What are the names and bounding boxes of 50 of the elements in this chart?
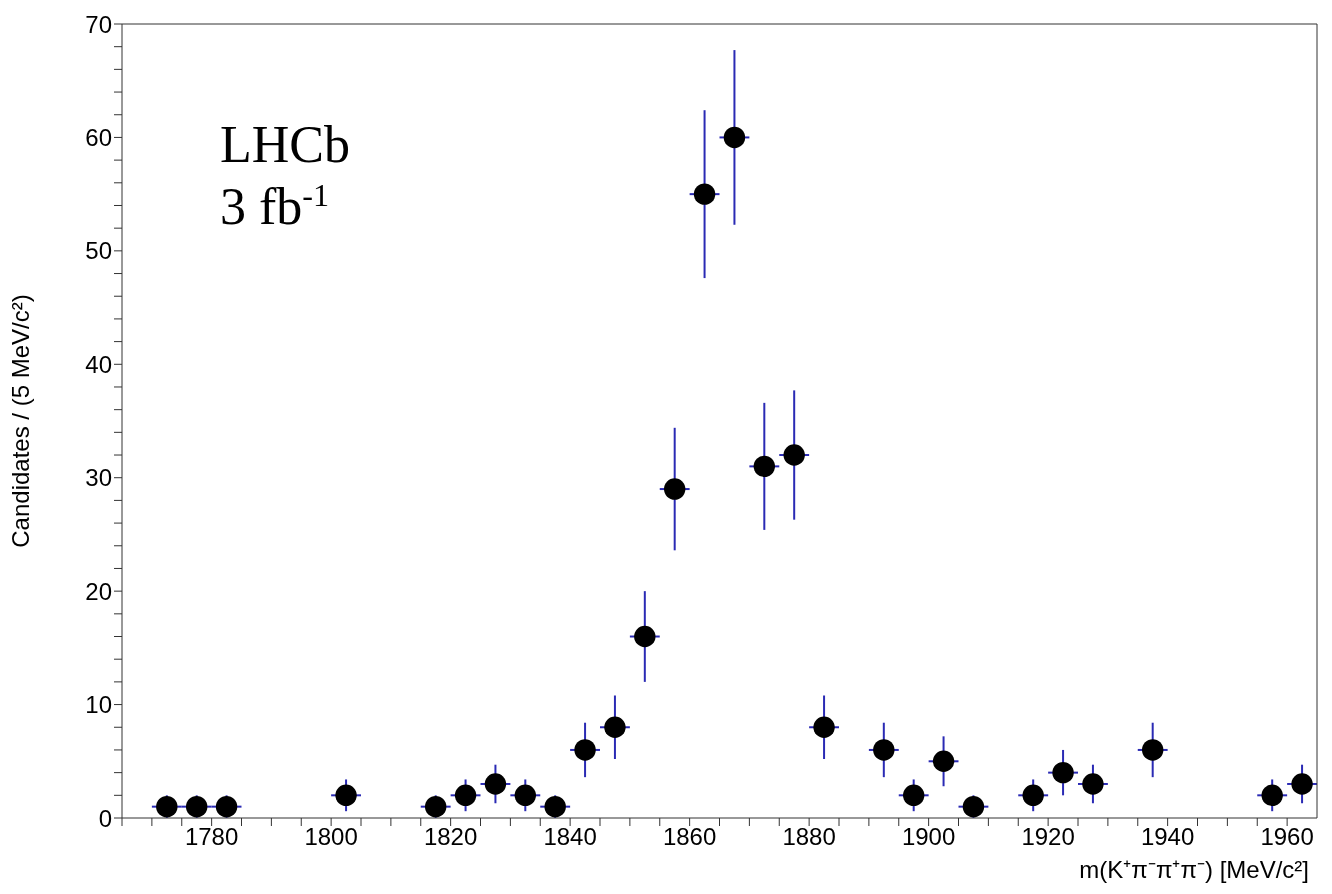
- point: [932, 750, 955, 772]
- y-tick-label: 50: [85, 237, 112, 265]
- point: [1082, 773, 1104, 795]
- point: [544, 795, 566, 818]
- point: [424, 795, 447, 818]
- y-tick-label: 40: [85, 350, 112, 378]
- point: [484, 773, 507, 795]
- x-tick-label: 1960: [1260, 823, 1314, 851]
- x-tick-label: 1860: [662, 823, 717, 851]
- point: [693, 183, 716, 205]
- x-tick-label: 1940: [1140, 823, 1195, 851]
- point: [723, 126, 746, 149]
- x-tick-label: 1780: [184, 823, 239, 851]
- annotation: 3 fb$^{-1}$: [220, 177, 330, 235]
- point: [215, 795, 238, 818]
- x-tick-label: 1880: [782, 823, 836, 851]
- x-tick-label: 1840: [543, 823, 597, 851]
- point: [604, 716, 626, 738]
- point: [1141, 739, 1164, 761]
- x-tick-label: 1820: [423, 823, 478, 851]
- x-axis-title: m(K⁺π⁻π⁺π⁻) [MeV/c²]: [1079, 856, 1309, 883]
- y-tick-label: 70: [85, 10, 112, 38]
- point: [634, 625, 656, 648]
- point: [1052, 761, 1074, 784]
- y-axis-title: Candidates / (5 MeV/c²): [6, 294, 34, 548]
- point: [574, 739, 596, 761]
- point: [962, 795, 985, 818]
- x-tick-label: 1920: [1021, 823, 1075, 851]
- point: [873, 739, 895, 761]
- point: [1022, 784, 1044, 806]
- point: [156, 795, 178, 818]
- y-tick-label: 20: [85, 577, 112, 605]
- point: [783, 444, 805, 466]
- point: [902, 784, 925, 806]
- point: [753, 455, 776, 478]
- point: [813, 716, 835, 738]
- point: [335, 784, 357, 806]
- y-tick-label: 60: [85, 123, 112, 151]
- y-tick-label: 10: [85, 691, 112, 719]
- point: [454, 784, 477, 806]
- annotation: LHCb: [220, 116, 350, 173]
- point: [514, 784, 537, 806]
- point: [663, 478, 686, 500]
- point: [185, 795, 208, 818]
- point: [1291, 773, 1313, 795]
- y-tick-label: 30: [85, 464, 112, 492]
- x-tick-label: 1800: [304, 823, 358, 851]
- y-tick-label: 0: [98, 804, 112, 832]
- x-tick-label: 1900: [901, 823, 956, 851]
- point: [1261, 784, 1283, 806]
